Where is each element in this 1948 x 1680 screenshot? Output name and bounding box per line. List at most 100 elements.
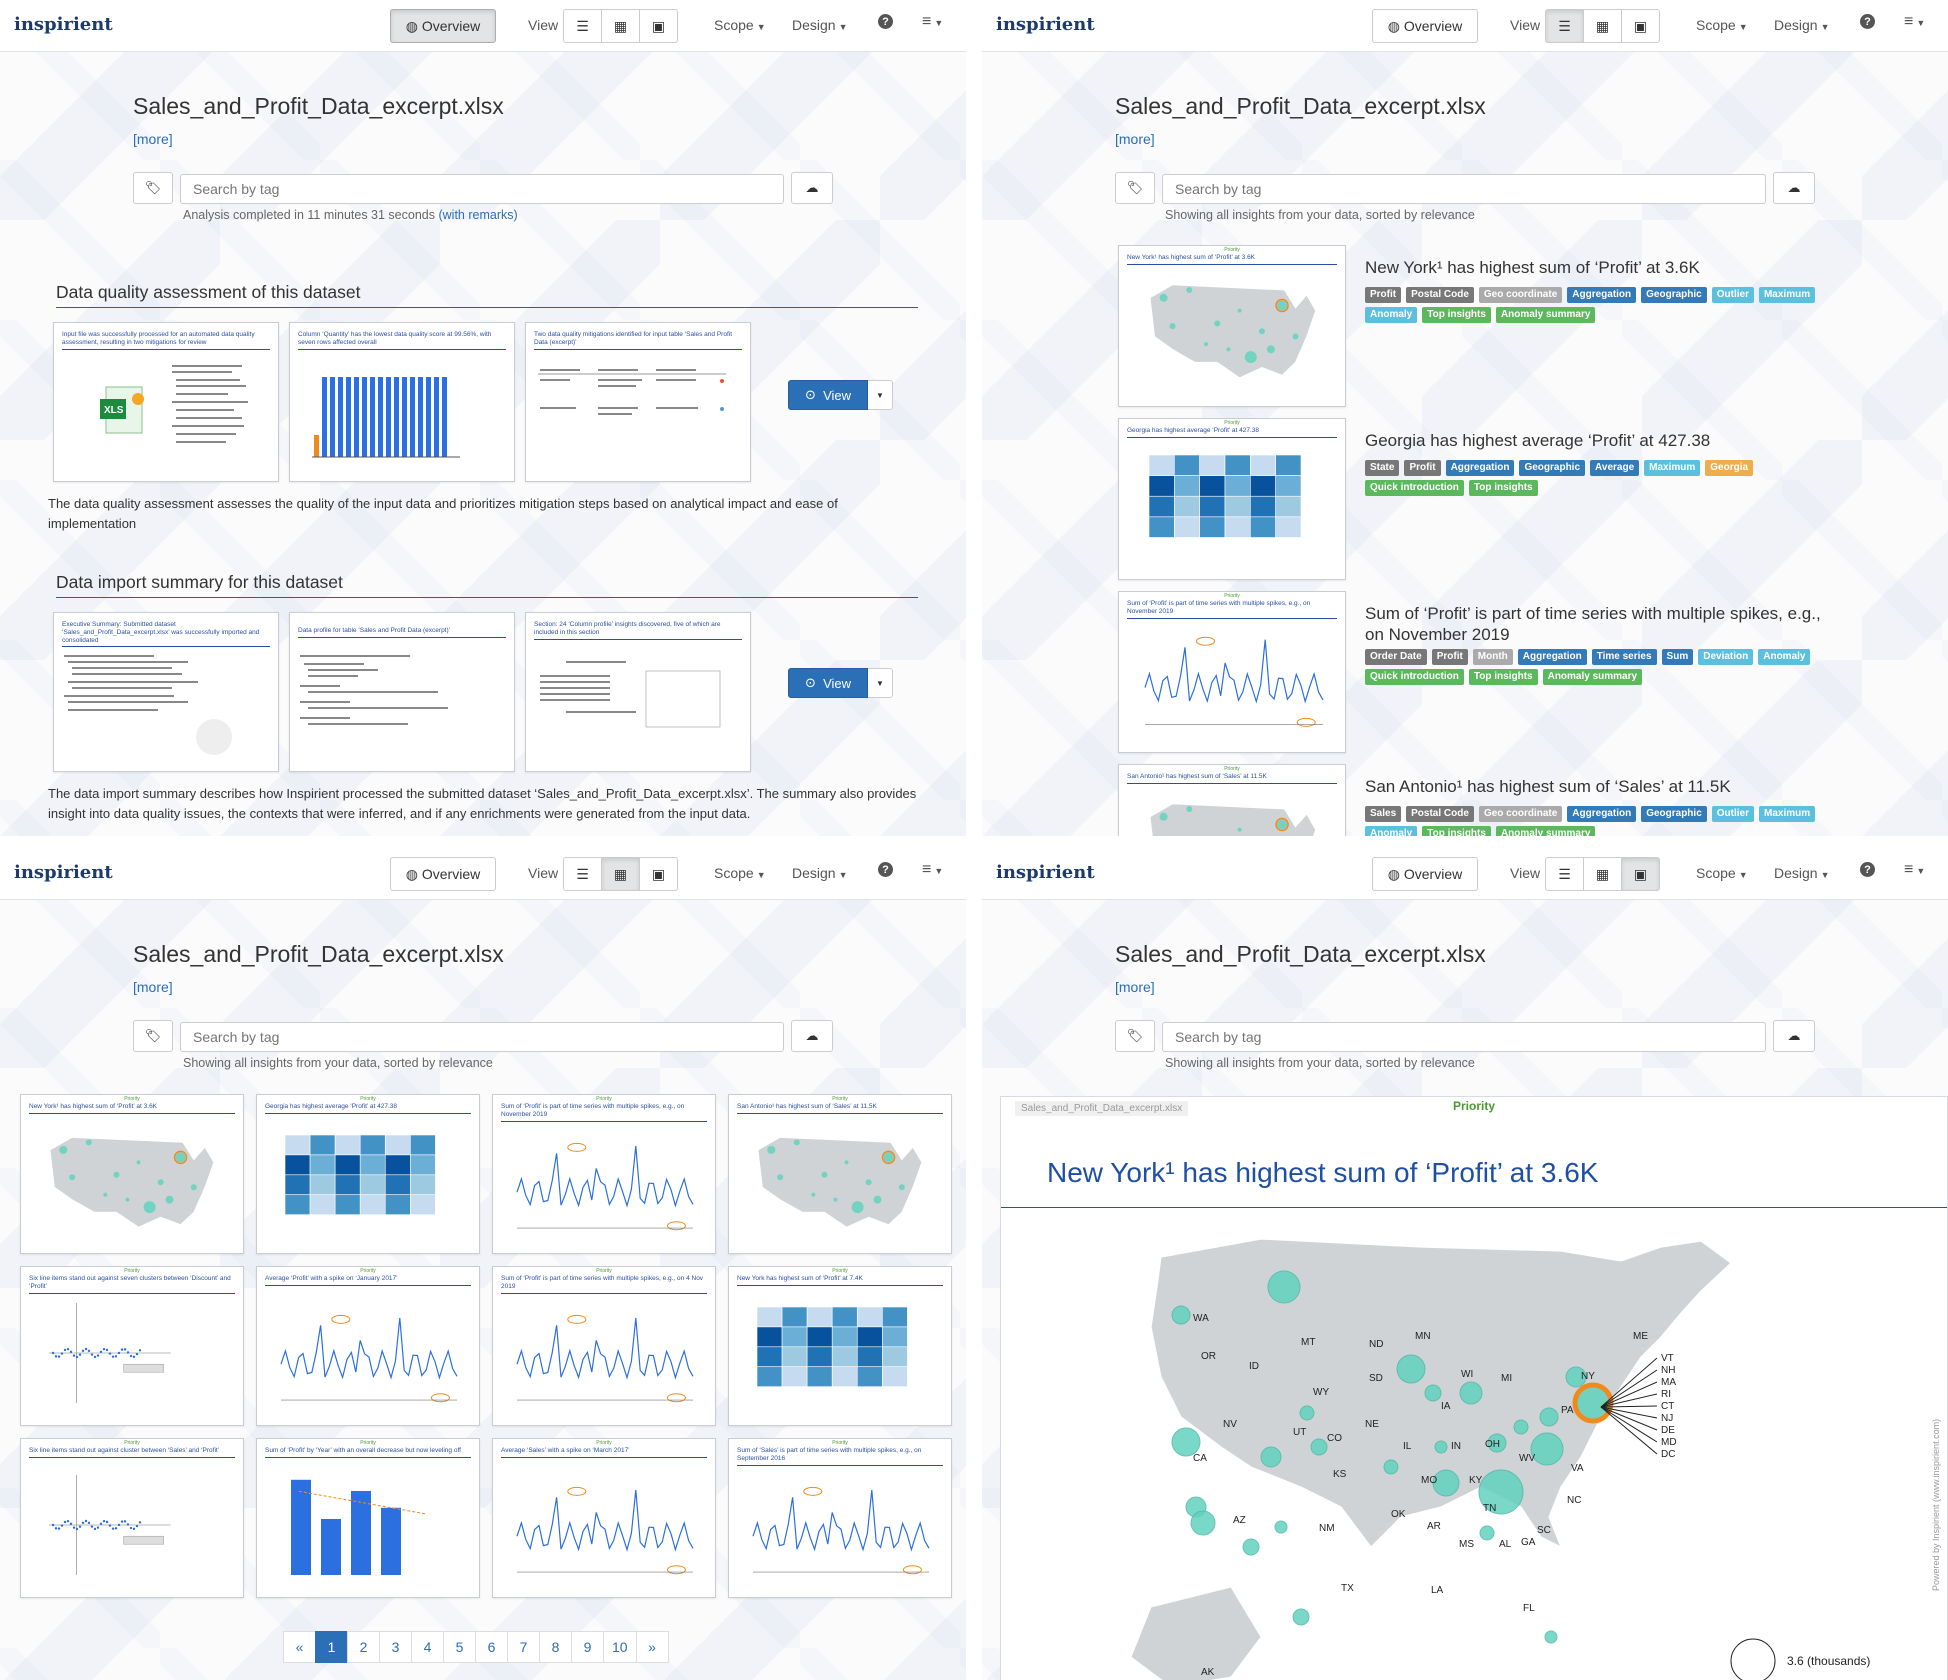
tags-icon[interactable]: 🏷 [1115,1020,1155,1052]
tag-badge[interactable]: Anomaly summary [1495,826,1596,836]
dq-thumb-3[interactable]: Two data quality mitigations identified … [525,322,751,482]
page-link[interactable]: 8 [539,1631,572,1663]
hamburger-menu-icon[interactable]: ≡ ▼ [922,861,944,878]
grid-view-icon[interactable]: ▦ [1583,857,1622,891]
cloud-download-icon[interactable]: ☁ [1773,1020,1815,1052]
grid-thumb[interactable]: Priority Average ‘Sales’ with a spike on … [492,1438,716,1598]
overview-button[interactable]: ◍ Overview [390,857,496,891]
tag-badge[interactable]: Profit [1365,287,1402,303]
tag-badge[interactable]: Georgia [1705,460,1754,476]
grid-thumb[interactable]: Priority Sum of ‘Profit’ is part of time … [492,1266,716,1426]
page-link[interactable]: » [635,1631,669,1663]
tags-icon[interactable]: 🏷 [133,1020,173,1052]
image-view-icon[interactable]: ▣ [1621,9,1660,43]
help-icon[interactable]: ? [1860,14,1875,29]
grid-thumb[interactable]: Priority Sum of ‘Sales’ is part of time s… [728,1438,952,1598]
design-menu[interactable]: Design ▼ [1774,865,1830,881]
tag-badge[interactable]: Top insights [1422,307,1491,323]
hamburger-menu-icon[interactable]: ≡ ▼ [922,13,944,30]
tag-badge[interactable]: Outlier [1711,287,1754,303]
tag-badge[interactable]: Maximum [1759,806,1816,822]
insight-thumb[interactable]: Priority Sum of ‘Profit’ is part of time … [1118,591,1346,753]
grid-view-icon[interactable]: ▦ [1583,9,1622,43]
page-link[interactable]: 6 [475,1631,508,1663]
tag-badge[interactable]: Postal Code [1406,806,1474,822]
hamburger-menu-icon[interactable]: ≡ ▼ [1904,861,1926,878]
grid-thumb[interactable]: Priority New York has highest sum of ‘Pro… [728,1266,952,1426]
grid-view-icon[interactable]: ▦ [601,9,640,43]
tag-badge[interactable]: Geographic [1641,806,1707,822]
tag-badge[interactable]: Quick introduction [1365,480,1464,496]
hamburger-menu-icon[interactable]: ≡ ▼ [1904,13,1926,30]
tag-badge[interactable]: Anomaly [1758,649,1811,665]
insight-title[interactable]: San Antonio¹ has highest sum of ‘Sales’ … [1365,777,1731,796]
chevron-down-icon[interactable]: ▼ [868,668,893,698]
tag-badge[interactable]: Time series [1591,649,1657,665]
list-view-icon[interactable]: ☰ [563,9,602,43]
tag-badge[interactable]: Maximum [1758,287,1816,303]
dq-thumb-2[interactable]: Column ‘Quantity’ has the lowest data qu… [289,322,515,482]
grid-thumb[interactable]: Priority Average ‘Profit’ with a spike on… [256,1266,480,1426]
overview-button[interactable]: ◍ Overview [390,9,496,43]
design-menu[interactable]: Design ▼ [792,17,848,33]
tag-badge[interactable]: Geo coordinate [1478,806,1563,822]
tag-badge[interactable]: Aggregation [1445,460,1515,476]
help-icon[interactable]: ? [878,14,893,29]
logo[interactable]: inspirient [14,14,113,35]
import-thumb-3[interactable]: Section: 24 ‘Column profile’ insights di… [525,612,751,772]
page-link[interactable]: 1 [315,1631,348,1663]
cloud-download-icon[interactable]: ☁ [791,1020,833,1052]
page-link[interactable]: 4 [411,1631,444,1663]
grid-thumb[interactable]: Priority Six line items stand out against… [20,1438,244,1598]
tag-badge[interactable]: Order Date [1365,649,1427,665]
tags-icon[interactable]: 🏷 [1115,172,1155,204]
image-view-icon[interactable]: ▣ [639,9,678,43]
list-view-icon[interactable]: ☰ [563,857,602,891]
tags-icon[interactable]: 🏷 [133,172,173,204]
help-icon[interactable]: ? [878,862,893,877]
insight-slide[interactable]: Sales_and_Profit_Data_excerpt.xlsx Prior… [1000,1096,1948,1680]
tag-badge[interactable]: State [1365,460,1400,476]
scope-menu[interactable]: Scope ▼ [1696,17,1748,33]
tag-badge[interactable]: Outlier [1711,806,1754,822]
grid-thumb[interactable]: Priority San Antonio¹ has highest sum of … [728,1094,952,1254]
tag-badge[interactable]: Sum [1661,649,1694,665]
tag-badge[interactable]: Top insights [1422,826,1491,836]
page-link[interactable]: 3 [379,1631,412,1663]
logo[interactable]: inspirient [996,862,1095,883]
logo[interactable]: inspirient [996,14,1095,35]
search-input[interactable] [180,174,784,204]
grid-view-icon[interactable]: ▦ [601,857,640,891]
tag-badge[interactable]: Top insights [1468,480,1538,496]
tag-badge[interactable]: Deviation [1698,649,1754,665]
grid-thumb[interactable]: Priority Sum of ‘Profit’ is part of time … [492,1094,716,1254]
tag-badge[interactable]: Aggregation [1517,649,1587,665]
more-link[interactable]: [more] [1115,979,1155,995]
dq-view-button[interactable]: ⊙ View ▼ [788,380,893,410]
tag-badge[interactable]: Average [1590,460,1640,476]
scope-menu[interactable]: Scope ▼ [714,865,766,881]
page-link[interactable]: 7 [507,1631,540,1663]
tag-badge[interactable]: Month [1472,649,1513,665]
import-thumb-2[interactable]: Data profile for table ‘Sales and Profit… [289,612,515,772]
remarks-link[interactable]: (with remarks) [438,208,518,222]
search-input[interactable] [1162,174,1766,204]
cloud-download-icon[interactable]: ☁ [1773,172,1815,204]
chevron-down-icon[interactable]: ▼ [868,380,893,410]
tag-badge[interactable]: Geo coordinate [1478,287,1563,303]
grid-thumb[interactable]: Priority Georgia has highest average ‘Pro… [256,1094,480,1254]
tag-badge[interactable]: Postal Code [1406,287,1474,303]
list-view-icon[interactable]: ☰ [1545,857,1584,891]
tag-badge[interactable]: Geographic [1519,460,1586,476]
scope-menu[interactable]: Scope ▼ [1696,865,1748,881]
image-view-icon[interactable]: ▣ [639,857,678,891]
search-input[interactable] [180,1022,784,1052]
insight-thumb[interactable]: Priority Georgia has highest average ‘Pro… [1118,418,1346,580]
insight-title[interactable]: Georgia has highest average ‘Profit’ at … [1365,431,1711,450]
page-link[interactable]: 5 [443,1631,476,1663]
search-input[interactable] [1162,1022,1766,1052]
tag-badge[interactable]: Maximum [1644,460,1701,476]
import-thumb-1[interactable]: Executive Summary: Submitted dataset ‘Sa… [53,612,279,772]
overview-button[interactable]: ◍ Overview [1372,9,1478,43]
insight-thumb[interactable]: Priority New York¹ has highest sum of ‘Pr… [1118,245,1346,407]
